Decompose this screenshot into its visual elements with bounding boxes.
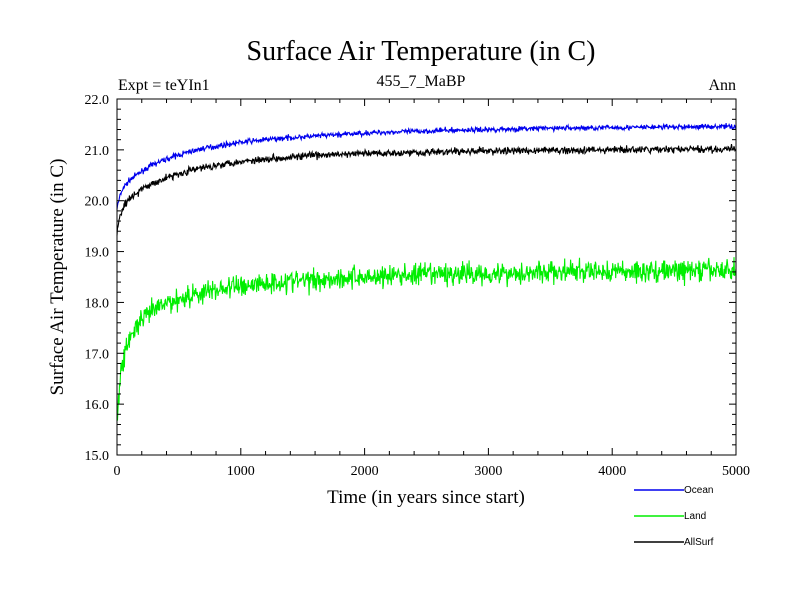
chart-subtitle-right: Ann bbox=[708, 77, 736, 94]
chart-title: Surface Air Temperature (in C) bbox=[247, 36, 596, 67]
series-line-land bbox=[116, 257, 737, 421]
ticks-layer: 0 1000 2000 3000 4000 5000 15.0 16.0 17.0 18.0 19.… bbox=[85, 93, 751, 479]
x-tick-label: 2000 bbox=[351, 464, 379, 479]
y-tick-label: 21.0 bbox=[85, 144, 110, 159]
series-layer bbox=[116, 122, 737, 421]
y-tick-label: 22.0 bbox=[85, 93, 110, 108]
x-tick-label: 0 bbox=[114, 464, 121, 479]
y-tick-label: 16.0 bbox=[85, 398, 110, 413]
y-tick-label: 19.0 bbox=[85, 246, 110, 261]
series-line-allsurf bbox=[116, 144, 736, 236]
chart-subtitle-center: 455_7_MaBP bbox=[377, 73, 466, 90]
legend-label-allsurf: AllSurf bbox=[684, 537, 714, 548]
x-tick-label: 5000 bbox=[722, 464, 750, 479]
legend: Ocean Land AllSurf bbox=[634, 485, 714, 548]
x-tick-label: 3000 bbox=[474, 464, 502, 479]
x-tick-label: 1000 bbox=[227, 464, 255, 479]
y-axis-label: Surface Air Temperature (in C) bbox=[47, 159, 68, 396]
series-line-ocean bbox=[116, 122, 737, 210]
legend-label-ocean: Ocean bbox=[684, 485, 713, 496]
chart-subtitle-left: Expt = teYIn1 bbox=[118, 77, 210, 94]
legend-label-land: Land bbox=[684, 511, 706, 522]
y-tick-label: 20.0 bbox=[85, 195, 110, 210]
y-tick-label: 18.0 bbox=[85, 296, 110, 311]
y-tick-label: 15.0 bbox=[85, 449, 110, 464]
x-tick-label: 4000 bbox=[598, 464, 626, 479]
plot-frame bbox=[116, 98, 737, 456]
y-tick-label: 17.0 bbox=[85, 347, 110, 362]
x-axis-label: Time (in years since start) bbox=[327, 487, 525, 508]
